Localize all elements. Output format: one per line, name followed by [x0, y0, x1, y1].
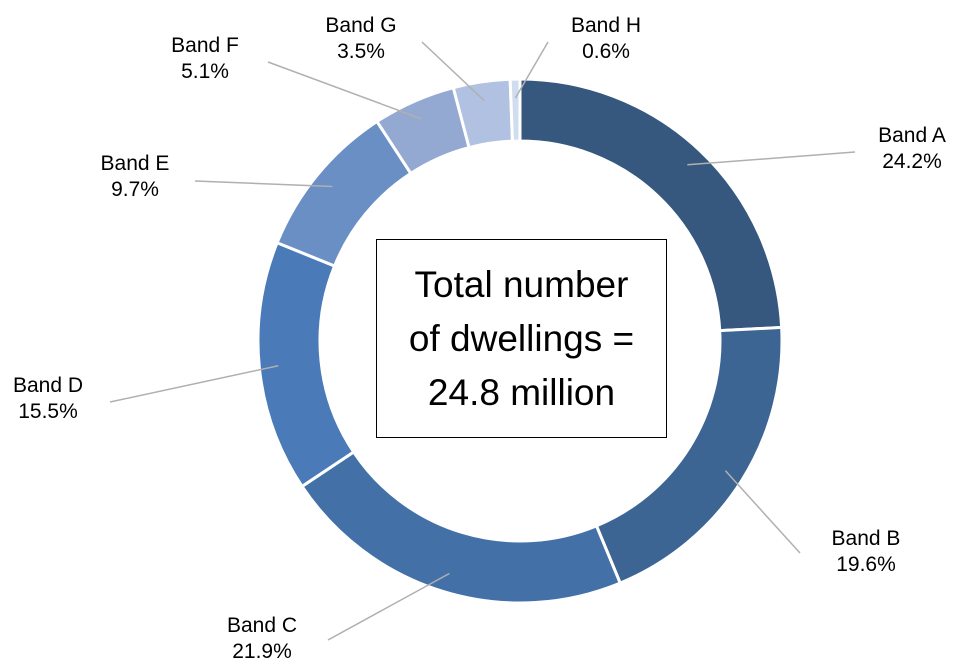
value-label-band-c: 21.9% — [232, 640, 292, 663]
total-dwellings-box: Total number of dwellings = 24.8 million — [376, 239, 667, 438]
value-label-band-f: 5.1% — [181, 60, 229, 83]
label-band-h: Band H — [571, 14, 641, 37]
label-band-e: Band E — [101, 152, 170, 175]
label-band-b: Band B — [832, 527, 901, 550]
leader-line-band-g — [421, 41, 485, 102]
slice-band-h — [508, 77, 522, 143]
donut-slices — [256, 77, 784, 605]
value-label-band-a: 24.2% — [882, 150, 942, 173]
leader-line-band-b — [724, 470, 801, 554]
leader-lines — [109, 41, 856, 641]
value-label-band-h: 0.6% — [582, 40, 630, 63]
label-band-f: Band F — [171, 34, 239, 57]
label-band-c: Band C — [227, 614, 297, 637]
center-text-line-3: 24.8 million — [427, 371, 616, 413]
label-band-a: Band A — [878, 124, 946, 147]
leader-line-band-d — [109, 365, 279, 403]
value-label-band-g: 3.5% — [337, 40, 385, 63]
slice-labels: Band A 24.2% Band B 19.6% Band C 21.9% Band D 1… — [13, 14, 946, 663]
slice-band-c — [299, 449, 623, 605]
value-label-band-d: 15.5% — [18, 400, 78, 423]
center-text-line-1: Total number — [414, 263, 629, 305]
label-band-d: Band D — [13, 374, 83, 397]
leader-line-band-h — [514, 41, 549, 99]
slice-band-d — [256, 240, 356, 489]
leader-line-band-e — [194, 180, 333, 188]
value-label-band-b: 19.6% — [836, 553, 896, 576]
value-label-band-e: 9.7% — [111, 178, 159, 201]
leader-line-band-f — [267, 61, 422, 120]
label-band-g: Band G — [325, 14, 396, 37]
center-text-line-2: of dwellings = — [408, 317, 635, 359]
leader-line-band-a — [687, 151, 856, 166]
leader-line-band-c — [327, 572, 450, 641]
